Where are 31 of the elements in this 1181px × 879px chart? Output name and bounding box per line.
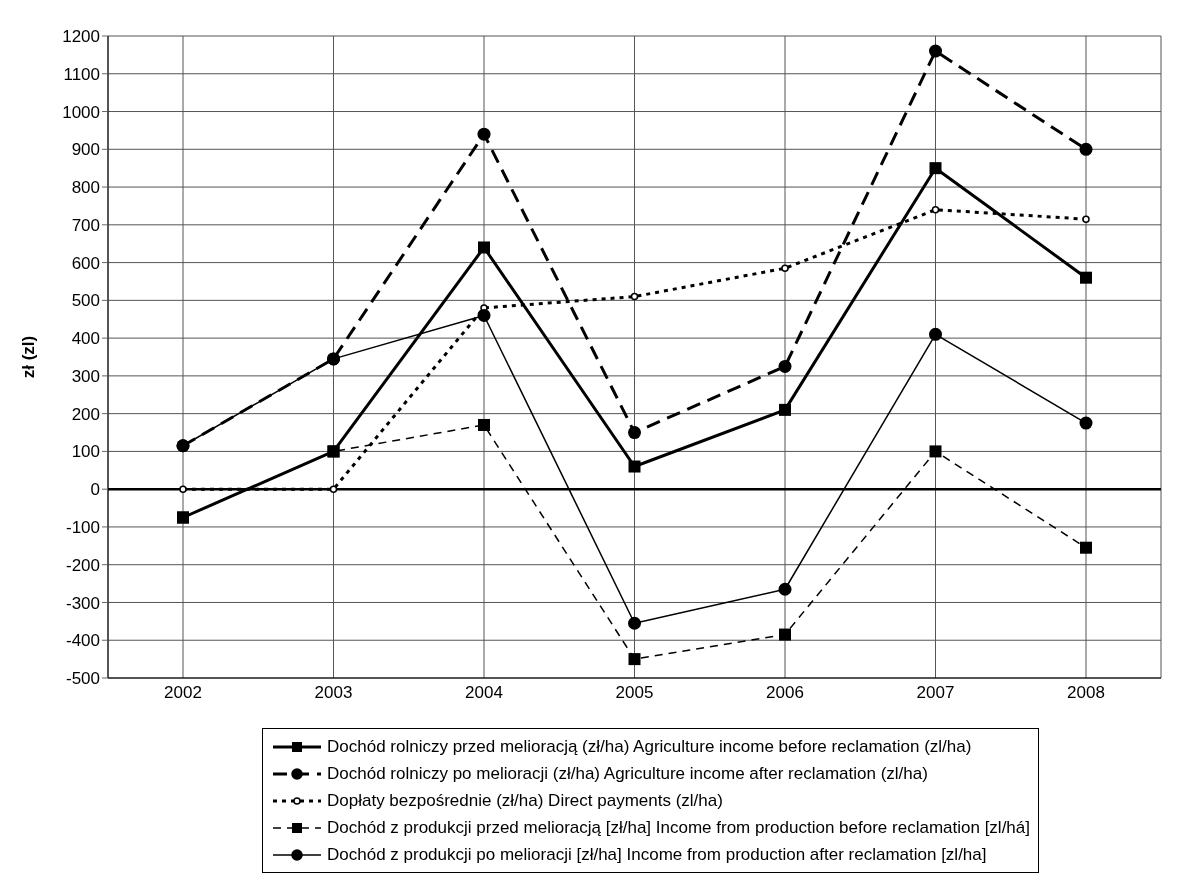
legend-label: Dochód z produkcji po melioracji [zł/ha] Income from production after reclamation [zl/ha]: [326, 844, 987, 865]
y-tick-label: 200: [71, 404, 100, 424]
x-tick-label: 2005: [615, 683, 654, 703]
legend-label: Dochód rolniczy przed melioracją (zł/ha) Agriculture income before reclamation (zl/ha): [326, 736, 972, 757]
x-tick-label: 2008: [1067, 683, 1105, 703]
y-tick-label: 100: [71, 442, 100, 462]
legend-label: Dopłaty bezpośrednie (zł/ha) Direct payments (zl/ha): [326, 790, 723, 811]
x-tick-label: 2007: [916, 683, 955, 703]
y-tick-label: -100: [65, 517, 100, 537]
y-tick-label: 1000: [62, 102, 100, 122]
y-tick-label: -400: [65, 631, 100, 651]
legend-label: Dochód rolniczy po melioracji (zł/ha) Agriculture income after reclamation (zl/ha): [326, 763, 928, 784]
y-tick-label: 400: [71, 329, 100, 349]
legend-label: Dochód z produkcji przed melioracją [zł/ha] Income from production before reclamation [zl/há]: [326, 817, 1030, 838]
y-tick-label: -200: [65, 555, 100, 575]
y-tick-label: 1200: [62, 27, 100, 47]
y-axis-title: zł (zl): [19, 335, 39, 379]
x-tick-label: 2004: [465, 683, 503, 703]
x-tick-label: 2006: [766, 683, 804, 703]
y-tick-label: -300: [65, 593, 100, 613]
y-tick-label: 700: [71, 215, 100, 235]
y-tick-label: 1100: [63, 64, 100, 84]
y-tick-label: 600: [71, 253, 100, 273]
y-tick-label: 0: [90, 480, 100, 500]
y-tick-label: -500: [65, 669, 100, 689]
x-tick-label: 2003: [314, 683, 353, 703]
x-tick-label: 2002: [164, 683, 202, 703]
y-tick-label: 500: [71, 291, 100, 311]
y-tick-label: 300: [71, 366, 100, 386]
y-tick-label: 900: [71, 140, 100, 160]
y-tick-label: 800: [71, 178, 100, 198]
